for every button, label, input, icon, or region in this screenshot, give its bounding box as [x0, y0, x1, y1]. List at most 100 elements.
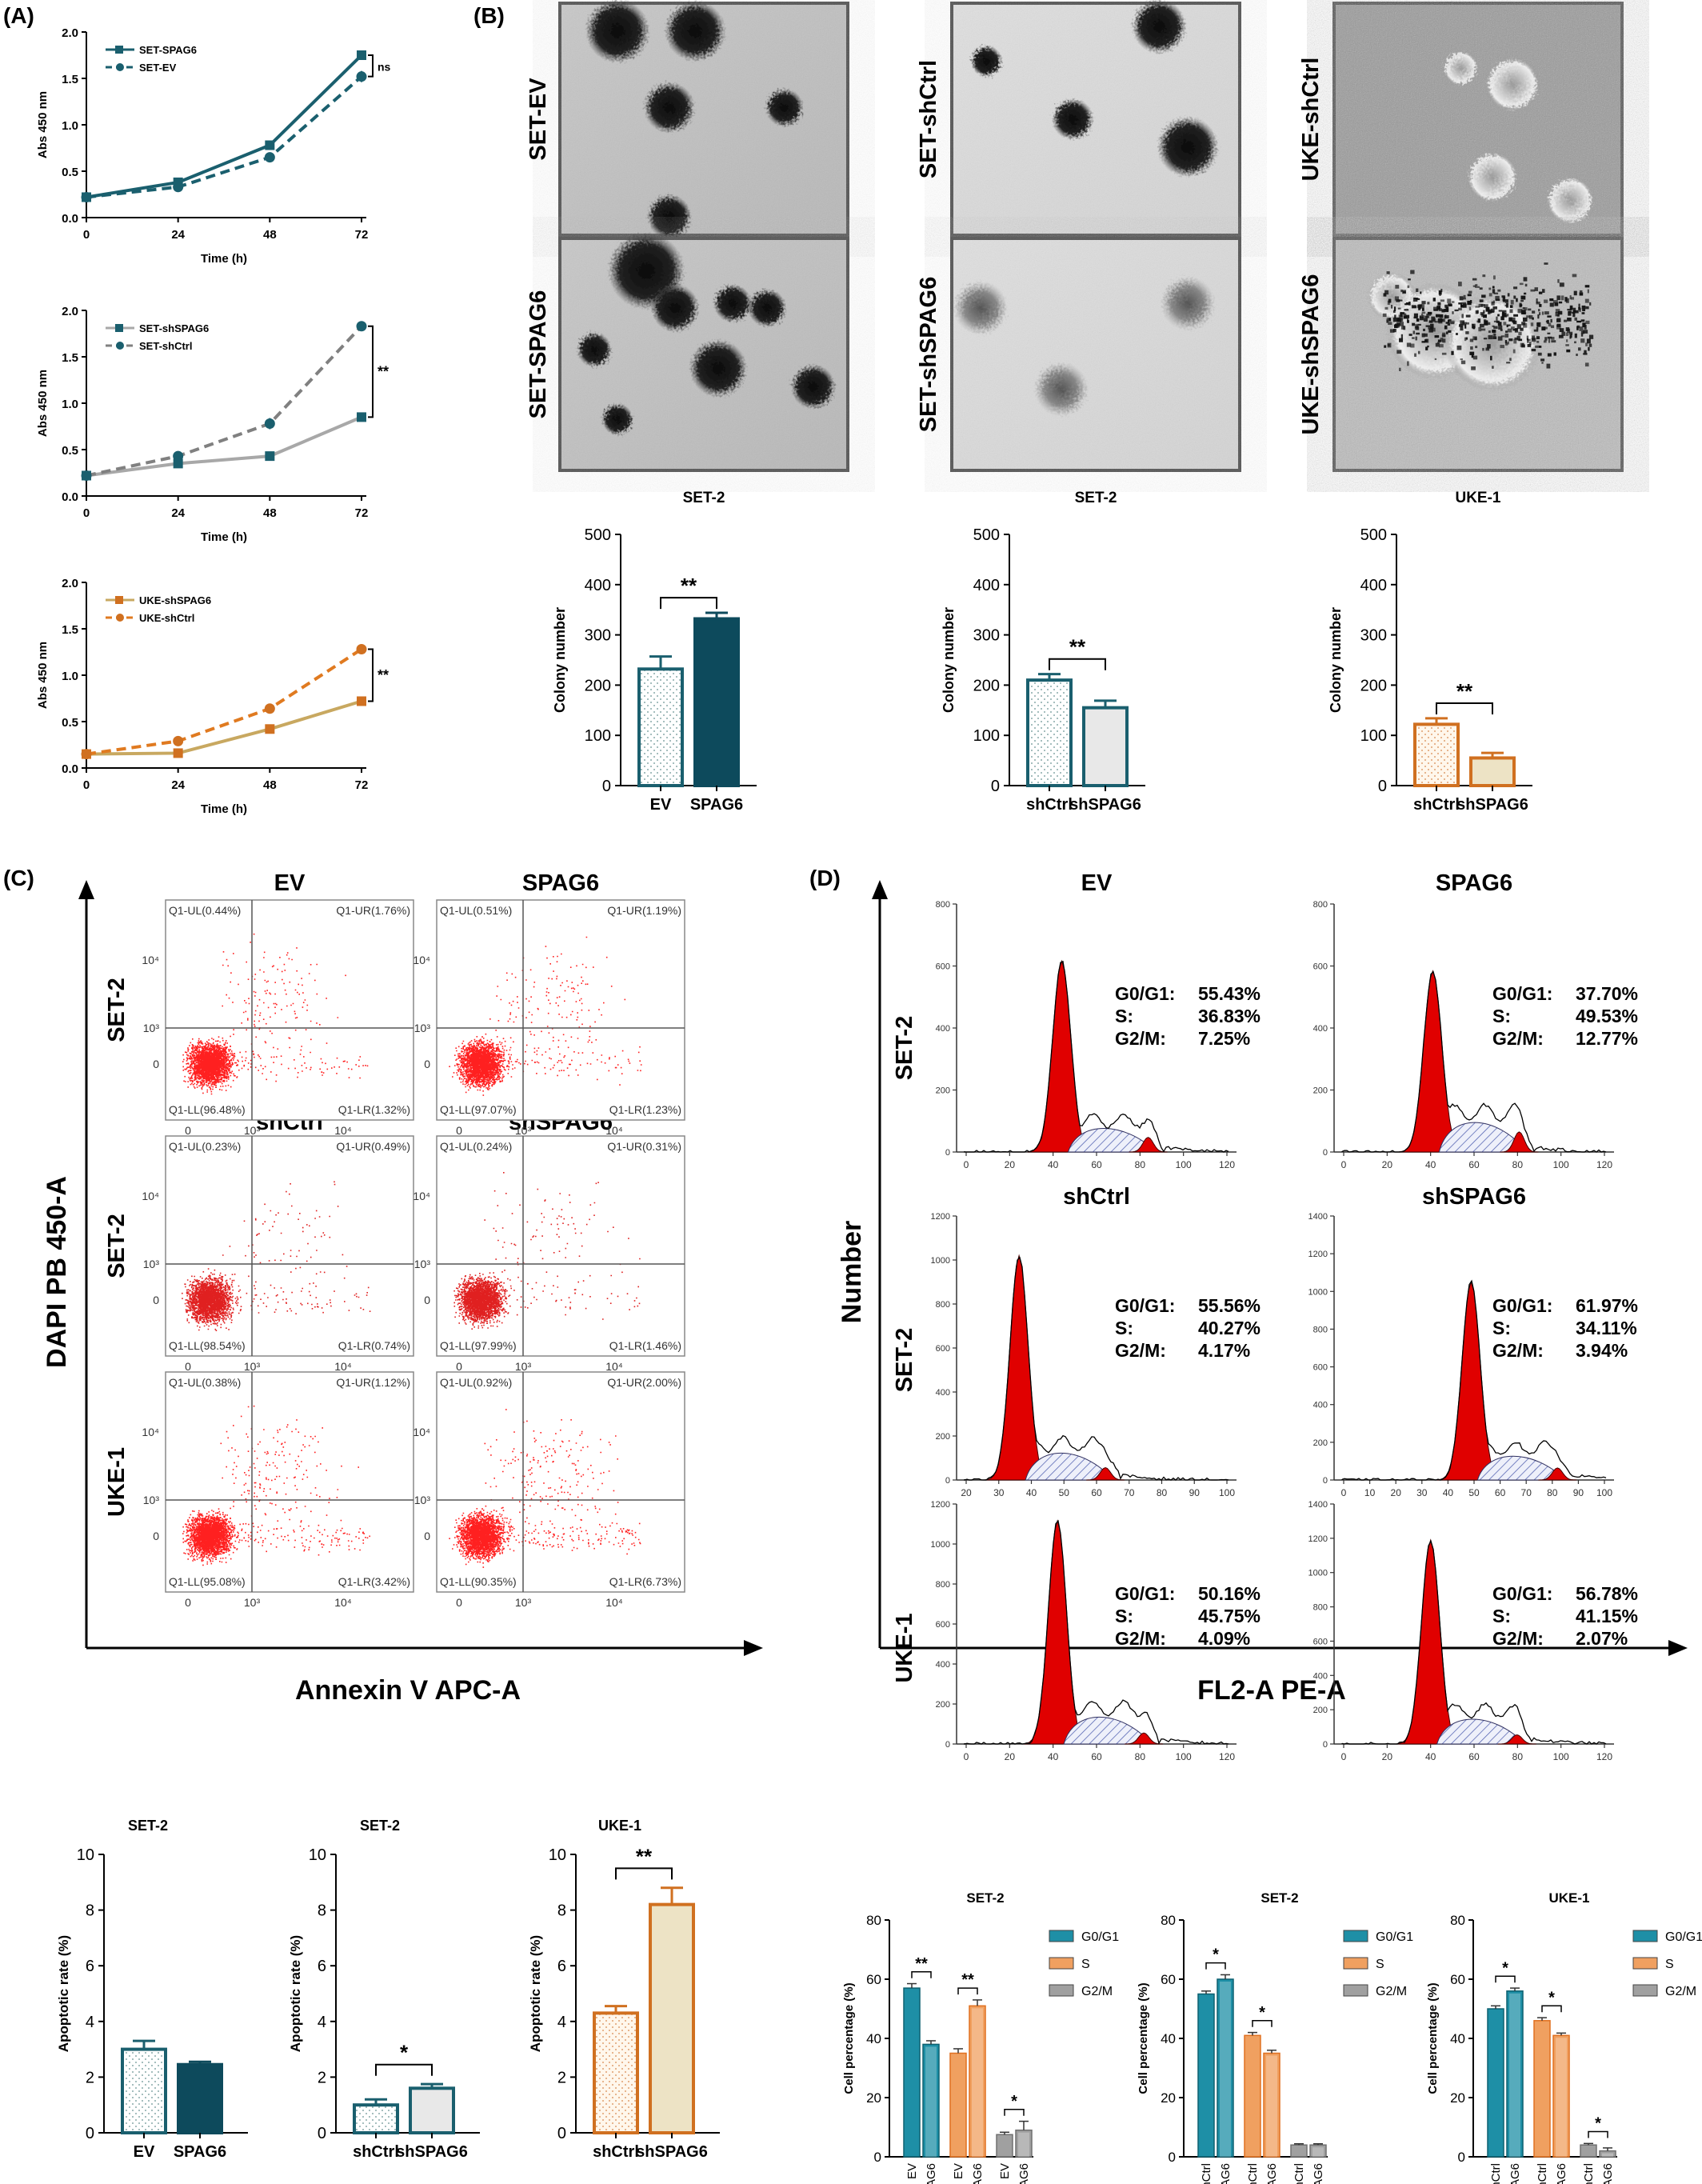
- cell-speck: [1506, 324, 1508, 328]
- cell-speck: [1537, 314, 1540, 319]
- s-value: 40.27%: [1198, 1318, 1261, 1338]
- g2m-peak: [1125, 1732, 1164, 1745]
- cell-speck: [1407, 285, 1410, 289]
- y-tick-label: 200: [936, 1432, 950, 1442]
- significance-label: *: [1011, 2093, 1017, 2110]
- cell-speck: [1496, 320, 1500, 323]
- cell-speck: [1566, 349, 1571, 353]
- cell-cycle-histogram-5: 0 200 400 600 800 1000 1200 0 20 40 60 80 100 120 G0/G…: [931, 1500, 1261, 1762]
- y-axis-title: Apoptotic rate (%): [528, 1935, 543, 2052]
- micrograph-cell-line: UKE-1: [1455, 490, 1500, 506]
- x-tick-label: 100: [1553, 1751, 1569, 1762]
- cell-speck: [1442, 332, 1446, 338]
- cell-speck: [1545, 320, 1548, 323]
- cell-speck: [1513, 314, 1519, 317]
- colony-bar-chart-2: 0 100 200 300 400 500 Colony number shCtrlshSPA…: [941, 526, 1145, 814]
- cell-speck: [1392, 317, 1398, 322]
- histogram-envelope: [964, 1256, 1229, 1481]
- y-tick-label: 8: [318, 1902, 326, 1920]
- cell-speck: [1475, 306, 1480, 308]
- cell-speck: [1500, 345, 1505, 349]
- cell-cycle-histogram-3: 0 200 400 600 800 1000 1200 20 30 40 50 60 70 80 90 100…: [931, 1212, 1261, 1498]
- cell-speck: [1544, 262, 1548, 265]
- x-tick-label: 120: [1219, 1751, 1235, 1762]
- colony: [1132, 0, 1187, 54]
- s-label: S:: [1492, 1606, 1511, 1626]
- cell-speck: [1472, 355, 1478, 360]
- cell-speck: [1405, 314, 1410, 318]
- cell-speck: [1576, 320, 1582, 323]
- cell-speck: [1549, 298, 1554, 302]
- cell-speck: [1574, 341, 1576, 344]
- cell-speck: [1565, 332, 1569, 337]
- cell-speck: [1584, 298, 1589, 303]
- y-tick-label: 500: [973, 526, 1000, 544]
- y-tick-label: 0: [424, 1530, 430, 1542]
- cell-speck: [1417, 350, 1420, 354]
- y-tick-label: 40: [866, 2031, 881, 2046]
- x-tick-label: 0: [1341, 1751, 1347, 1762]
- colony-bar-chart-1: 0 100 200 300 400 500 Colony number EV SPAG6 **: [552, 526, 757, 814]
- cell-speck: [1435, 314, 1440, 318]
- cell-speck: [1501, 295, 1505, 298]
- quadrant-ul: Q1-UL(0.24%): [440, 1140, 512, 1153]
- legend-marker: [115, 596, 123, 604]
- cell-speck: [1516, 298, 1518, 302]
- data-point: [357, 50, 366, 60]
- cell-speck: [1567, 328, 1571, 333]
- g0g1-value: 56.78%: [1576, 1583, 1638, 1604]
- micrograph-UKE-shCtrl: [1332, 2, 1624, 237]
- x-tick-label: 72: [355, 506, 369, 520]
- cell-speck: [1558, 334, 1564, 338]
- cell-speck: [1569, 305, 1573, 310]
- cell-speck: [1397, 307, 1401, 310]
- cell-speck: [1389, 329, 1395, 333]
- y-tick-label: 2: [86, 2069, 94, 2086]
- y-tick-label: 0: [874, 2150, 881, 2165]
- histogram-envelope: [1341, 1279, 1607, 1481]
- cell-speck: [1492, 336, 1497, 339]
- cell-speck: [1569, 295, 1572, 300]
- y-tick-label: 10³: [143, 1022, 160, 1034]
- y-tick-label: 8: [557, 1902, 566, 1920]
- flow-scatter-plot-6: Q1-UL(0.92%) Q1-UR(2.00%) Q1-LL(90.35%) Q1-…: [413, 1371, 685, 1609]
- cell-speck: [1566, 339, 1568, 342]
- chart-title: SET-2: [1261, 1890, 1298, 1906]
- y-tick-label: 2.0: [62, 26, 78, 40]
- x-tick-label: SPAG6: [925, 2163, 938, 2184]
- cell-speck: [1384, 345, 1387, 348]
- g0g1-value: 50.16%: [1198, 1583, 1261, 1604]
- quadrant-ul: Q1-UL(0.44%): [169, 904, 241, 917]
- cell-speck: [1533, 329, 1539, 332]
- y-tick-label: 1.0: [62, 119, 78, 133]
- cell-speck: [1465, 331, 1469, 334]
- x-axis-title: Time (h): [201, 530, 247, 544]
- cell-speck: [1440, 288, 1443, 293]
- cell-speck: [1434, 358, 1437, 361]
- data-point: [356, 71, 367, 82]
- cell-speck: [1492, 300, 1495, 304]
- cell-speck: [1400, 326, 1405, 330]
- bar-SPAG6: [693, 617, 740, 788]
- cell-speck: [1507, 293, 1510, 297]
- cell-speck: [1469, 300, 1472, 304]
- cell-speck: [1553, 352, 1556, 356]
- cell-speck: [1435, 342, 1440, 347]
- bar-G2/M-EV: [996, 2134, 1013, 2158]
- y-tick-label: 10⁴: [142, 1190, 159, 1202]
- cell-speck: [1417, 323, 1421, 326]
- cell-speck: [1578, 306, 1581, 310]
- legend-label: S: [1376, 1958, 1384, 1971]
- quadrant-ll: Q1-LL(96.48%): [169, 1103, 246, 1116]
- legend-swatch: [1343, 1957, 1368, 1970]
- bar-shCtrl: [353, 2103, 399, 2134]
- data-point: [173, 748, 183, 758]
- cell-speck: [1411, 305, 1416, 309]
- cell-speck: [1440, 318, 1446, 322]
- colony: [1368, 272, 1416, 321]
- cell-speck: [1436, 342, 1440, 344]
- cell-speck: [1447, 298, 1452, 303]
- quadrant-ur: Q1-UR(0.49%): [336, 1140, 410, 1153]
- g0g1-label: G0/G1:: [1492, 1295, 1552, 1316]
- y-tick-label: 200: [936, 1086, 950, 1096]
